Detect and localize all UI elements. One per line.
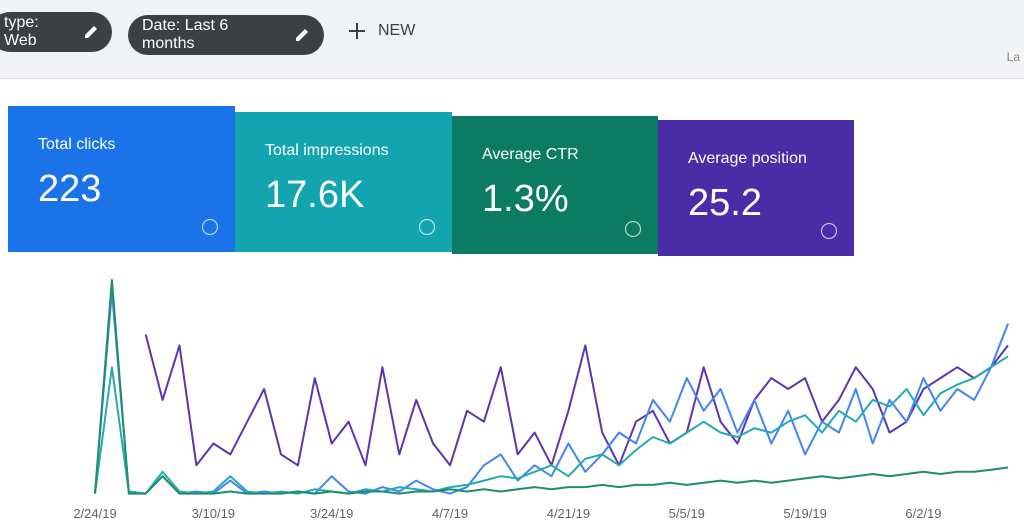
metric-value: 17.6K: [265, 174, 365, 216]
toolbar: type: Web Date: Last 6 months NEW La: [0, 0, 1024, 79]
help-icon: [820, 222, 838, 240]
edit-icon: [296, 29, 309, 41]
x-tick-label: 3/10/19: [192, 506, 235, 521]
x-tick-label: 2/24/19: [73, 506, 116, 521]
x-tick-label: 4/21/19: [547, 506, 590, 521]
help-icon: [624, 220, 642, 238]
new-button[interactable]: NEW: [348, 22, 415, 40]
metric-card[interactable]: Average position 25.2: [658, 120, 854, 256]
metric-card[interactable]: Total impressions 17.6K: [235, 112, 452, 252]
chip-label: type: Web: [4, 14, 39, 49]
metric-label: Total clicks: [38, 136, 116, 153]
plus-icon: [349, 23, 365, 39]
metric-label: Average position: [688, 150, 807, 167]
x-tick-label: 5/19/19: [783, 506, 826, 521]
x-tick-label: 3/24/19: [310, 506, 353, 521]
metric-card[interactable]: Total clicks 223: [8, 106, 235, 252]
metric-value: 1.3%: [482, 178, 569, 220]
filter-chip[interactable]: Date: Last 6 months: [128, 15, 324, 55]
metric-label: Total impressions: [265, 142, 389, 159]
help-icon: [201, 218, 219, 236]
chip-label: Date: Last 6 months: [142, 17, 229, 52]
x-tick-label: 5/5/19: [669, 506, 705, 521]
right-text: La: [1006, 50, 1020, 64]
new-label: NEW: [378, 22, 416, 39]
x-tick-label: 4/7/19: [432, 506, 468, 521]
metric-card[interactable]: Average CTR 1.3%: [452, 116, 658, 254]
help-icon: [418, 218, 436, 236]
series-line: [144, 334, 1009, 467]
series-line: [94, 355, 1009, 495]
metric-label: Average CTR: [482, 146, 579, 163]
series-line: [94, 279, 1009, 495]
metric-value: 25.2: [688, 182, 762, 224]
filter-chip[interactable]: type: Web: [0, 12, 112, 52]
edit-icon: [84, 26, 97, 38]
x-tick-label: 6/2/19: [905, 506, 941, 521]
metric-value: 223: [38, 168, 102, 210]
